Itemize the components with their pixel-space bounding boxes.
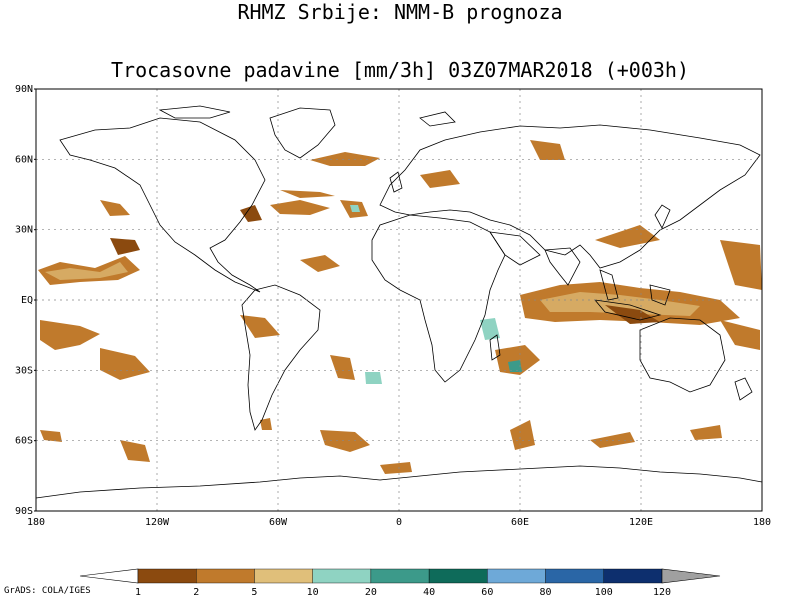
- colorbar-swatch: [487, 568, 546, 584]
- latitude-tick-label: 30S: [15, 365, 33, 376]
- colorbar-under-triangle: [79, 568, 139, 584]
- colorbar-swatch: [312, 568, 372, 584]
- colorbar-swatch: [428, 568, 488, 584]
- colorbar-swatch: [196, 568, 255, 584]
- colorbar-label: 10: [307, 587, 319, 598]
- colorbar-label: 5: [251, 587, 257, 598]
- colorbar-swatch: [603, 568, 663, 584]
- colorbar-swatch: [370, 568, 430, 584]
- colorbar-swatch: [254, 568, 313, 584]
- latitude-tick-label: 90S: [15, 506, 33, 517]
- coastlines: [35, 105, 763, 499]
- latitude-tick-label: 60N: [15, 154, 33, 165]
- map-title-line2: Trocasovne padavine [mm/3h] 03Z07MAR2018…: [111, 58, 689, 82]
- map-title-line1: RHMZ Srbije: NMM-B prognoza: [237, 0, 563, 24]
- longitude-tick-label: 120W: [145, 517, 170, 528]
- longitude-tick-label: 0: [396, 517, 402, 528]
- credit-text: GrADS: COLA/IGES: [4, 586, 91, 596]
- longitude-labels: 180 120W 60W 0 60E 120E 180: [27, 517, 771, 528]
- colorbar-swatch: [545, 568, 604, 584]
- colorbar-label: 80: [540, 587, 552, 598]
- longitude-tick-label: 180: [753, 517, 771, 528]
- colorbar-label: 120: [653, 587, 671, 598]
- colorbar-label: 40: [423, 587, 435, 598]
- graticule: [36, 89, 762, 511]
- latitude-tick-label: 90N: [15, 84, 33, 95]
- colorbar-label: 60: [481, 587, 493, 598]
- colorbar-over-triangle: [661, 568, 721, 584]
- latitude-labels: 90N 60N 30N EQ 30S 60S 90S: [15, 84, 36, 517]
- latitude-tick-label: EQ: [21, 295, 33, 306]
- latitude-tick-label: 30N: [15, 225, 33, 236]
- precipitation-fields: [38, 140, 762, 474]
- colorbar-swatch: [137, 568, 197, 584]
- colorbar-label: 1: [135, 587, 141, 598]
- latitude-tick-label: 60S: [15, 436, 33, 447]
- longitude-tick-label: 180: [27, 517, 45, 528]
- colorbar-label: 2: [193, 587, 199, 598]
- longitude-tick-label: 60W: [269, 517, 288, 528]
- colorbar-label: 100: [595, 587, 613, 598]
- longitude-tick-label: 120E: [629, 517, 653, 528]
- colorbar-label: 20: [365, 587, 377, 598]
- colorbar: 1 2 5 10 20 40 60 80 100 120: [79, 568, 721, 598]
- longitude-tick-label: 60E: [511, 517, 529, 528]
